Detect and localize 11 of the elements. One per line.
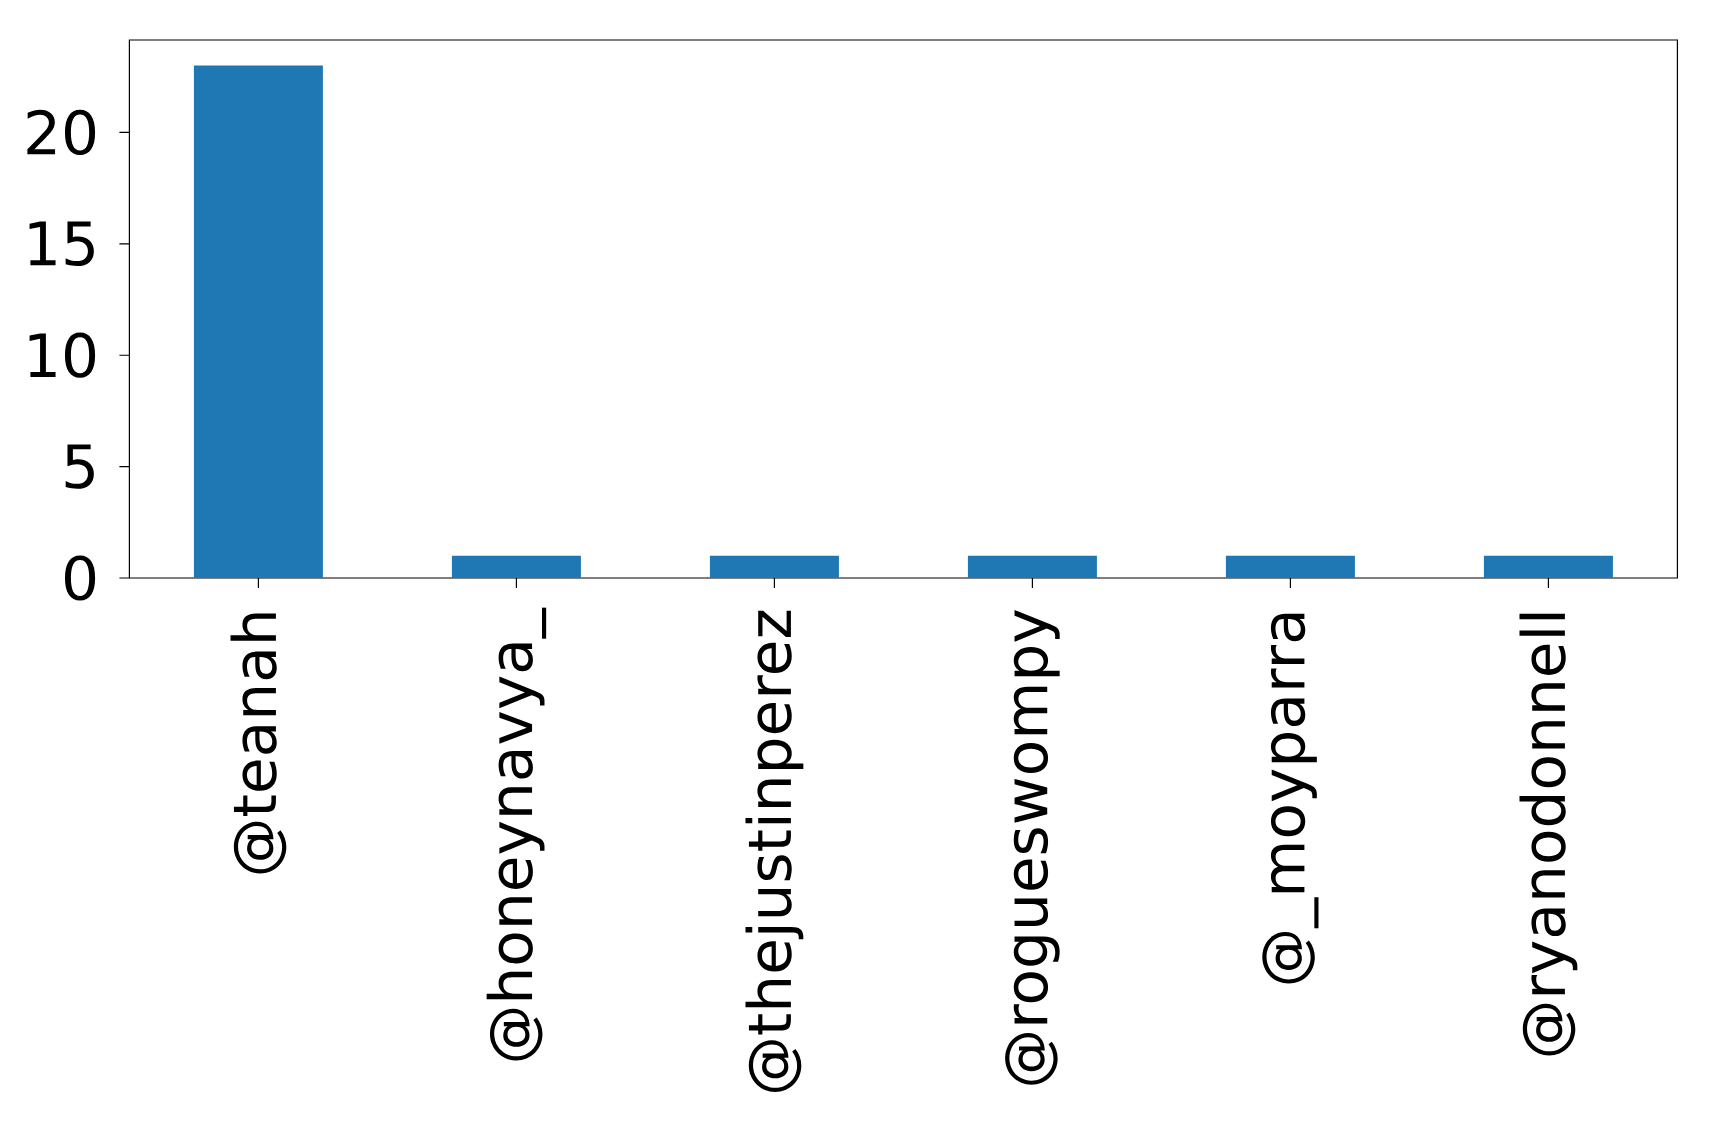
x-tick-label: @thejustinperez [745,610,804,1092]
x-tick-label: @rogueswompy [1005,610,1060,1085]
y-tick-label: 5 [65,444,94,489]
x-tick-label: @_moyparra [1262,613,1319,984]
y-tick-label: 15 [29,221,94,267]
y-tick-label: 10 [29,332,96,378]
x-tick-label: @ryanodonnell [1519,613,1578,1056]
x-tick-label: @teanah [230,613,287,874]
y-tick-label: 0 [64,555,96,601]
x-tick-label: @honeynavya_ [486,607,547,1061]
y-tick-label: 20 [27,109,96,156]
